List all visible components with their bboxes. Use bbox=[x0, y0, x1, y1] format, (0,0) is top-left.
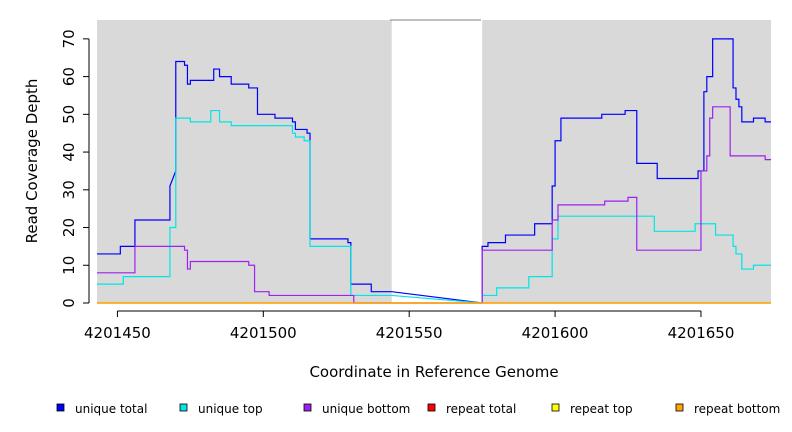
y-tick-label: 30 bbox=[60, 180, 78, 199]
y-tick-label: 0 bbox=[60, 298, 78, 308]
y-tick-label: 20 bbox=[60, 218, 78, 237]
legend-swatch bbox=[303, 403, 312, 412]
x-axis-label: Coordinate in Reference Genome bbox=[309, 363, 558, 381]
x-tick-label: 4201650 bbox=[668, 324, 735, 342]
x-tick-label: 4201600 bbox=[522, 324, 589, 342]
x-tick-label: 4201500 bbox=[230, 324, 297, 342]
series-line-unique-top bbox=[97, 109, 771, 304]
gap-regions bbox=[391, 20, 483, 303]
y-tick-label: 70 bbox=[60, 29, 78, 48]
legend-swatch bbox=[675, 403, 684, 412]
series-line-unique-bottom bbox=[97, 106, 771, 304]
legend-label: unique bottom bbox=[322, 402, 410, 416]
legend: unique total unique top unique bottom repea… bbox=[56, 402, 780, 416]
y-tick-label: 50 bbox=[60, 105, 78, 124]
x-axis: 4201450 4201500 4201550 4201600 4201650 bbox=[84, 310, 735, 342]
series-lines bbox=[97, 38, 771, 304]
y-tick-label: 60 bbox=[60, 67, 78, 86]
legend-swatch bbox=[551, 403, 560, 412]
legend-swatch bbox=[427, 403, 436, 412]
gap-region bbox=[391, 20, 483, 303]
x-tick-label: 4201550 bbox=[376, 324, 443, 342]
y-tick-label: 40 bbox=[60, 143, 78, 162]
legend-label: repeat total bbox=[446, 402, 516, 416]
y-tick-label: 10 bbox=[60, 256, 78, 275]
series-line-unique-total bbox=[97, 38, 771, 304]
legend-swatch bbox=[179, 403, 188, 412]
legend-label: repeat bottom bbox=[694, 402, 780, 416]
legend-label: unique total bbox=[75, 402, 147, 416]
y-axis-label: Read Coverage Depth bbox=[23, 79, 41, 244]
legend-label: unique top bbox=[198, 402, 263, 416]
legend-swatch bbox=[56, 403, 65, 412]
legend-label: repeat top bbox=[570, 402, 633, 416]
x-tick-label: 4201450 bbox=[84, 324, 151, 342]
y-axis: 0 10 20 30 40 50 60 70 bbox=[60, 29, 90, 308]
